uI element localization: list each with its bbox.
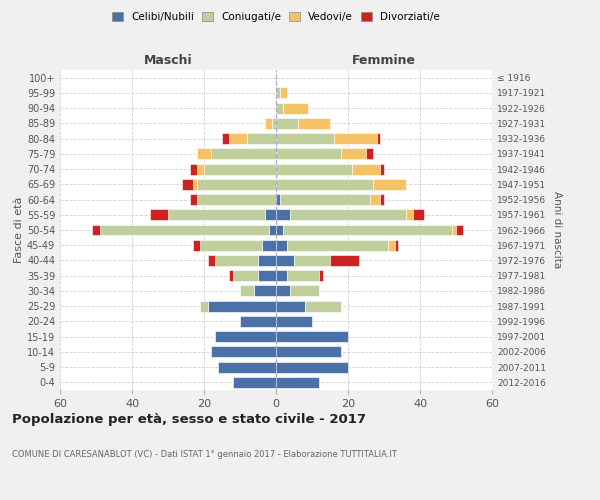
- Bar: [294, 255, 330, 266]
- Bar: [341, 148, 366, 160]
- Bar: [298, 118, 330, 129]
- Bar: [283, 224, 452, 235]
- Bar: [276, 377, 319, 388]
- Bar: [240, 286, 254, 296]
- Bar: [193, 240, 200, 250]
- Bar: [92, 224, 100, 235]
- Bar: [168, 210, 265, 220]
- Bar: [247, 133, 276, 144]
- Bar: [305, 300, 341, 312]
- Bar: [215, 255, 258, 266]
- Bar: [280, 194, 370, 205]
- Bar: [222, 133, 229, 144]
- Bar: [276, 300, 305, 312]
- Bar: [258, 270, 276, 281]
- Bar: [334, 133, 377, 144]
- Bar: [377, 133, 380, 144]
- Bar: [208, 255, 215, 266]
- Bar: [200, 300, 208, 312]
- Bar: [456, 224, 463, 235]
- Bar: [233, 270, 258, 281]
- Text: Maschi: Maschi: [143, 54, 193, 67]
- Bar: [276, 210, 290, 220]
- Bar: [388, 240, 395, 250]
- Bar: [276, 148, 341, 160]
- Bar: [330, 255, 359, 266]
- Bar: [265, 210, 276, 220]
- Bar: [406, 210, 413, 220]
- Bar: [280, 88, 287, 99]
- Bar: [265, 118, 272, 129]
- Bar: [380, 194, 384, 205]
- Bar: [319, 270, 323, 281]
- Bar: [215, 331, 276, 342]
- Bar: [276, 194, 280, 205]
- Bar: [254, 286, 276, 296]
- Bar: [276, 316, 312, 327]
- Bar: [229, 133, 247, 144]
- Bar: [413, 210, 424, 220]
- Bar: [276, 179, 373, 190]
- Bar: [193, 179, 197, 190]
- Bar: [276, 88, 280, 99]
- Bar: [269, 224, 276, 235]
- Bar: [200, 240, 262, 250]
- Bar: [276, 346, 341, 358]
- Y-axis label: Fasce di età: Fasce di età: [14, 197, 24, 263]
- Bar: [233, 377, 276, 388]
- Bar: [190, 194, 197, 205]
- Bar: [276, 164, 352, 174]
- Bar: [452, 224, 456, 235]
- Bar: [276, 118, 298, 129]
- Bar: [218, 362, 276, 372]
- Bar: [182, 179, 193, 190]
- Bar: [211, 346, 276, 358]
- Bar: [276, 255, 294, 266]
- Bar: [276, 240, 287, 250]
- Bar: [204, 164, 276, 174]
- Bar: [287, 270, 319, 281]
- Bar: [380, 164, 384, 174]
- Bar: [276, 362, 348, 372]
- Bar: [287, 240, 388, 250]
- Bar: [197, 164, 204, 174]
- Bar: [258, 255, 276, 266]
- Bar: [276, 270, 287, 281]
- Bar: [283, 102, 308, 114]
- Text: Femmine: Femmine: [352, 54, 416, 67]
- Bar: [370, 194, 380, 205]
- Bar: [366, 148, 373, 160]
- Bar: [290, 286, 319, 296]
- Text: Popolazione per età, sesso e stato civile - 2017: Popolazione per età, sesso e stato civil…: [12, 412, 366, 426]
- Bar: [276, 102, 283, 114]
- Bar: [240, 316, 276, 327]
- Bar: [290, 210, 406, 220]
- Y-axis label: Anni di nascita: Anni di nascita: [551, 192, 562, 268]
- Bar: [100, 224, 269, 235]
- Bar: [373, 179, 406, 190]
- Bar: [150, 210, 168, 220]
- Bar: [395, 240, 398, 250]
- Bar: [272, 118, 276, 129]
- Bar: [208, 300, 276, 312]
- Bar: [197, 148, 211, 160]
- Bar: [197, 194, 276, 205]
- Bar: [262, 240, 276, 250]
- Bar: [276, 331, 348, 342]
- Bar: [276, 224, 283, 235]
- Text: COMUNE DI CARESANABLOT (VC) - Dati ISTAT 1° gennaio 2017 - Elaborazione TUTTITAL: COMUNE DI CARESANABLOT (VC) - Dati ISTAT…: [12, 450, 397, 459]
- Bar: [190, 164, 197, 174]
- Bar: [211, 148, 276, 160]
- Bar: [276, 286, 290, 296]
- Bar: [276, 133, 334, 144]
- Bar: [352, 164, 380, 174]
- Bar: [229, 270, 233, 281]
- Legend: Celibi/Nubili, Coniugati/e, Vedovi/e, Divorziati/e: Celibi/Nubili, Coniugati/e, Vedovi/e, Di…: [108, 8, 444, 26]
- Bar: [197, 179, 276, 190]
